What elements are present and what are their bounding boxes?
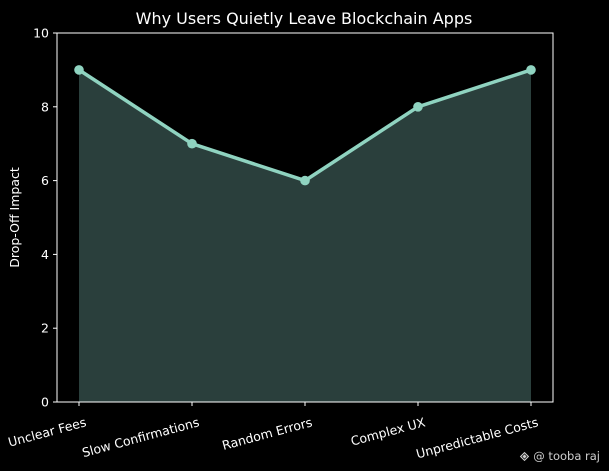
data-point [74,65,84,75]
y-axis-label: Drop-Off Impact [7,167,22,268]
y-tick-label: 2 [41,321,49,336]
data-point [413,102,423,112]
y-tick-label: 10 [33,26,49,41]
y-tick-label: 4 [41,247,49,262]
watermark-text: @ tooba raj [533,449,600,463]
x-tick-label: Complex UX [349,414,427,448]
binance-square-icon [520,451,530,461]
y-tick-label: 0 [41,395,49,410]
data-point [300,175,310,186]
area-fill [79,69,531,403]
x-tick-label: Slow Confirmations [80,414,200,460]
y-tick-label: 8 [41,99,49,114]
data-point [187,138,197,149]
watermark: @ tooba raj [519,449,600,463]
data-point [526,65,536,75]
chart-title: Why Users Quietly Leave Blockchain Apps [136,9,473,28]
x-tick-label: Random Errors [220,414,313,452]
x-tick-label: Unclear Fees [6,414,87,449]
y-tick-label: 6 [41,173,49,188]
